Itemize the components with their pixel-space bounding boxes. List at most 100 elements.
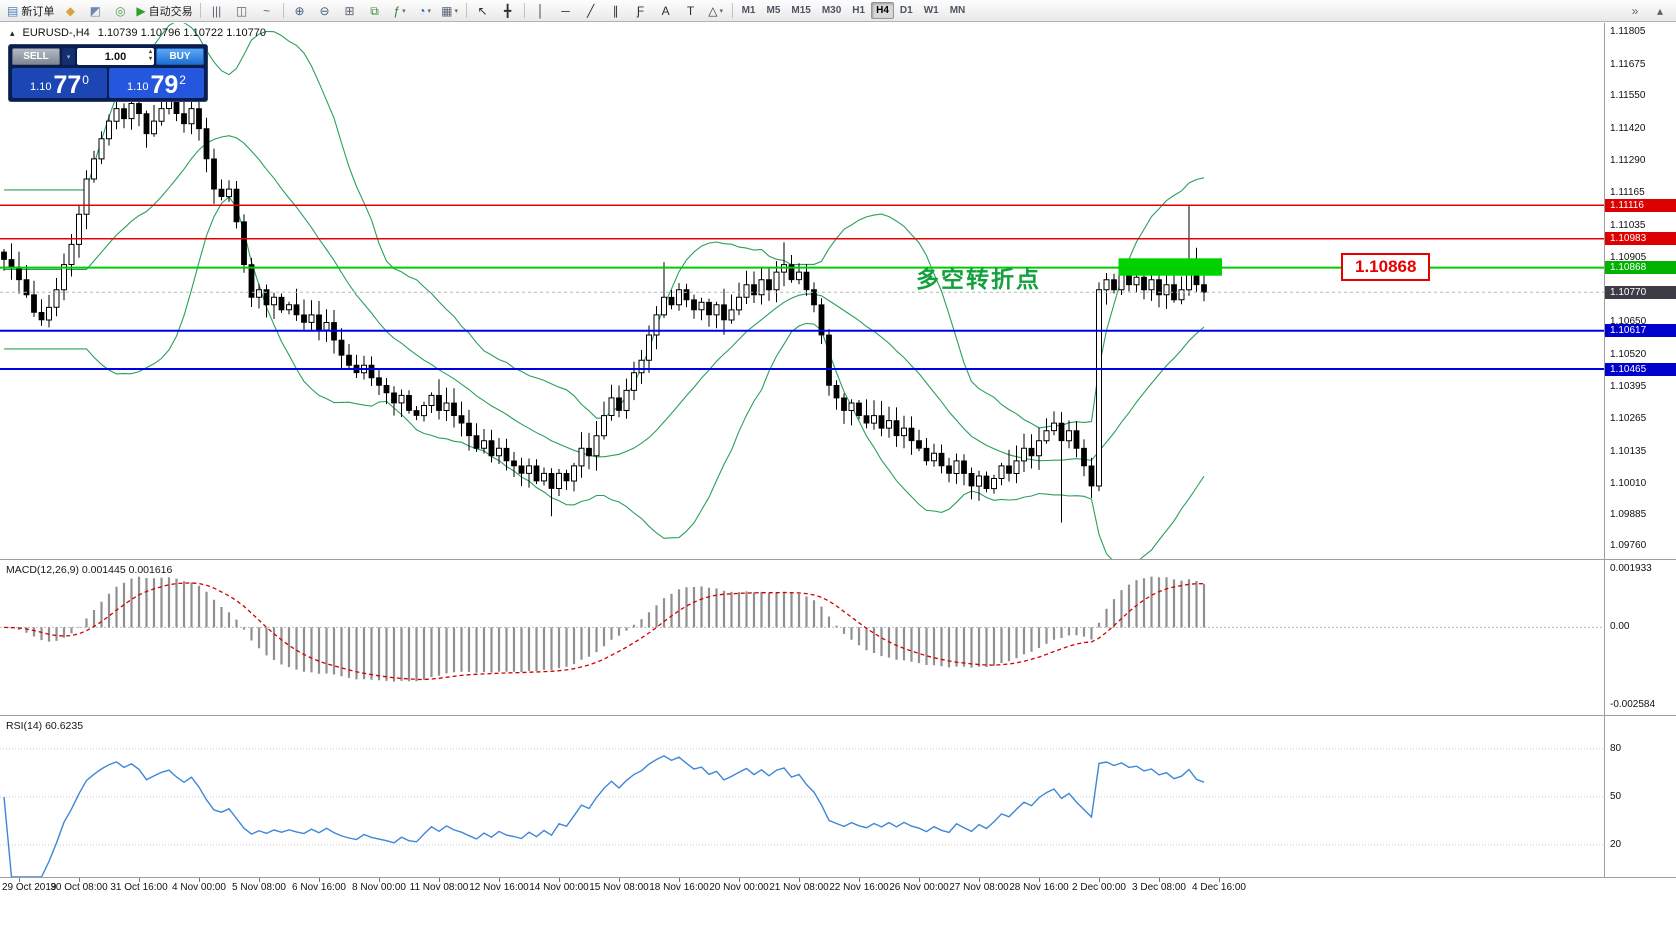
chart-annotation[interactable]: 多空转折点 bbox=[916, 266, 1041, 292]
trendline-tool[interactable]: ╱ bbox=[579, 1, 603, 21]
sell-price-big: 77 bbox=[53, 71, 82, 99]
timeframe-h4[interactable]: H4 bbox=[871, 2, 894, 19]
sell-button[interactable]: SELL bbox=[12, 48, 60, 65]
volume-down-icon[interactable]: ▾ bbox=[148, 56, 152, 62]
template-button[interactable]: ▦ ▾ bbox=[438, 1, 462, 21]
macd-signal-line bbox=[3, 582, 1204, 681]
market-watch-icon[interactable]: ◆ bbox=[58, 1, 82, 21]
timeframe-m1[interactable]: M1 bbox=[741, 5, 756, 16]
data-window-icon-icon: ◩ bbox=[89, 3, 102, 18]
price-axis-label: 1.10135 bbox=[1610, 446, 1647, 457]
auto-arrange-button[interactable]: ⧉ bbox=[363, 1, 387, 21]
chart-title: ▴ EURUSD-,H4 1.10739 1.10796 1.10722 1.1… bbox=[10, 27, 266, 39]
line-chart-mode-button[interactable]: ~ bbox=[255, 1, 279, 21]
crosshair-tool[interactable]: ╋ bbox=[496, 1, 520, 21]
bar-chart-mode-button[interactable]: ||| bbox=[205, 1, 229, 21]
time-axis-tick bbox=[499, 878, 500, 882]
toolbar-overflow-icon[interactable]: » bbox=[1623, 1, 1647, 21]
navigator-icon[interactable]: ◎ bbox=[108, 1, 132, 21]
price-tag-1.10983: 1.10983 bbox=[1605, 232, 1676, 245]
time-axis-label: 31 Oct 16:00 bbox=[110, 882, 168, 893]
time-axis-label: 8 Nov 00:00 bbox=[352, 882, 406, 893]
timeframe-toolbar: M1 M5 M15 M30 H1 H4 D1 W1 MN bbox=[737, 2, 971, 19]
rsi-pane-canvas[interactable] bbox=[0, 717, 1604, 877]
time-axis-label: 20 Nov 00:00 bbox=[709, 882, 769, 893]
main-chart-canvas[interactable] bbox=[0, 23, 1604, 559]
time-axis-label: 14 Nov 00:00 bbox=[529, 882, 589, 893]
toolbar-separator bbox=[282, 3, 284, 18]
timeframe-m5[interactable]: M5 bbox=[766, 5, 781, 16]
channel-tool[interactable]: ∥ bbox=[604, 1, 628, 21]
buy-price-display[interactable]: 1.10 79 2 bbox=[109, 68, 204, 98]
text-tool[interactable]: A bbox=[654, 1, 678, 21]
zoom-in-button[interactable]: ⊕ bbox=[288, 1, 312, 21]
rsi-axis-label: 80 bbox=[1610, 743, 1622, 754]
period-button-caret-icon: ▾ bbox=[427, 7, 431, 15]
macd-pane-canvas[interactable] bbox=[0, 561, 1604, 715]
new-order-button[interactable]: ▤ 新订单 bbox=[4, 1, 57, 21]
shapes-tool[interactable]: △ ▾ bbox=[704, 1, 728, 21]
rsi-axis-label: 20 bbox=[1610, 839, 1622, 850]
buy-button[interactable]: BUY bbox=[156, 48, 204, 65]
macd-header: MACD(12,26,9) 0.001445 0.001616 bbox=[6, 564, 173, 576]
candlestick-mode-button[interactable]: ◫ bbox=[230, 1, 254, 21]
price-axis-label: 1.10520 bbox=[1610, 349, 1647, 360]
chart-symbol-label: EURUSD-,H4 bbox=[22, 27, 90, 39]
one-click-collapse-icon[interactable]: ▴ bbox=[10, 27, 15, 38]
label-tool[interactable]: T bbox=[679, 1, 703, 21]
volume-spinner[interactable]: ▴ ▾ bbox=[149, 49, 152, 63]
rsi-line bbox=[3, 755, 1205, 877]
buy-price-big: 79 bbox=[150, 71, 179, 99]
horizontal-line-icon: ─ bbox=[561, 3, 570, 18]
vertical-line-tool[interactable]: │ bbox=[529, 1, 553, 21]
one-click-trading-panel: SELL ▾ 1.00 ▴ ▾ BUY 1.10 77 0 1.10 79 2 bbox=[8, 44, 208, 102]
bar-chart-mode-icon: ||| bbox=[211, 3, 222, 18]
price-callout[interactable]: 1.10868 bbox=[1341, 253, 1431, 281]
tile-windows-button[interactable]: ⊞ bbox=[338, 1, 362, 21]
time-axis-label: 3 Dec 08:00 bbox=[1132, 882, 1186, 893]
indicators-button[interactable]: ƒ ▾ bbox=[388, 1, 412, 21]
time-axis-label: 30 Oct 08:00 bbox=[50, 882, 108, 893]
autotrading-button[interactable]: ▶ 自动交易 bbox=[133, 1, 195, 21]
time-axis-label: 22 Nov 16:00 bbox=[829, 882, 889, 893]
volume-input[interactable]: 1.00 ▴ ▾ bbox=[77, 48, 154, 65]
zoom-out-button[interactable]: ⊖ bbox=[313, 1, 337, 21]
toolbar-scroll-up-icon[interactable]: ▴ bbox=[1648, 1, 1672, 21]
shapes-tool-caret-icon: ▾ bbox=[719, 7, 723, 15]
sell-price-display[interactable]: 1.10 77 0 bbox=[12, 68, 107, 98]
autotrading-button-label: 自动交易 bbox=[148, 5, 193, 18]
time-axis-label: 27 Nov 08:00 bbox=[949, 882, 1009, 893]
timeframe-w1[interactable]: W1 bbox=[923, 5, 939, 16]
price-tag-1.10465: 1.10465 bbox=[1605, 363, 1676, 376]
time-axis-label: 21 Nov 08:00 bbox=[769, 882, 829, 893]
cursor-tool[interactable]: ↖ bbox=[471, 1, 495, 21]
time-axis-label: 5 Nov 08:00 bbox=[232, 882, 286, 893]
period-button[interactable]: ◔ ▾ bbox=[413, 1, 437, 21]
channel-icon: ∥ bbox=[612, 3, 619, 18]
line-chart-mode-icon: ~ bbox=[263, 3, 271, 18]
price-axis-label: 1.10395 bbox=[1610, 381, 1647, 392]
volume-dropdown-button[interactable]: ▾ bbox=[62, 48, 75, 65]
macd-axis-label: 0.001933 bbox=[1610, 563, 1652, 574]
data-window-icon[interactable]: ◩ bbox=[83, 1, 107, 21]
time-axis-label: 4 Dec 16:00 bbox=[1192, 882, 1246, 893]
time-axis-tick bbox=[79, 878, 80, 882]
time-axis-tick bbox=[859, 878, 860, 882]
price-tag-1.10868: 1.10868 bbox=[1605, 261, 1676, 274]
horizontal-line-tool[interactable]: ─ bbox=[554, 1, 578, 21]
auto-arrange-icon: ⧉ bbox=[370, 3, 379, 18]
sell-price-main: 1.10 bbox=[30, 81, 52, 93]
timeframe-m15[interactable]: M15 bbox=[791, 5, 811, 16]
fibonacci-tool[interactable]: Ƒ bbox=[629, 1, 653, 21]
timeframe-m30[interactable]: M30 bbox=[821, 5, 842, 16]
time-axis-tick bbox=[139, 878, 140, 882]
price-tag-1.11116: 1.11116 bbox=[1605, 199, 1676, 212]
timeframe-d1[interactable]: D1 bbox=[899, 5, 913, 16]
timeframe-h1[interactable]: H1 bbox=[852, 5, 866, 16]
time-axis-tick bbox=[679, 878, 680, 882]
volume-up-icon[interactable]: ▴ bbox=[148, 49, 152, 55]
time-axis-label: 28 Nov 16:00 bbox=[1009, 882, 1069, 893]
pane-separator[interactable] bbox=[0, 715, 1676, 716]
timeframe-mn[interactable]: MN bbox=[949, 5, 966, 16]
pane-separator[interactable] bbox=[0, 559, 1676, 560]
